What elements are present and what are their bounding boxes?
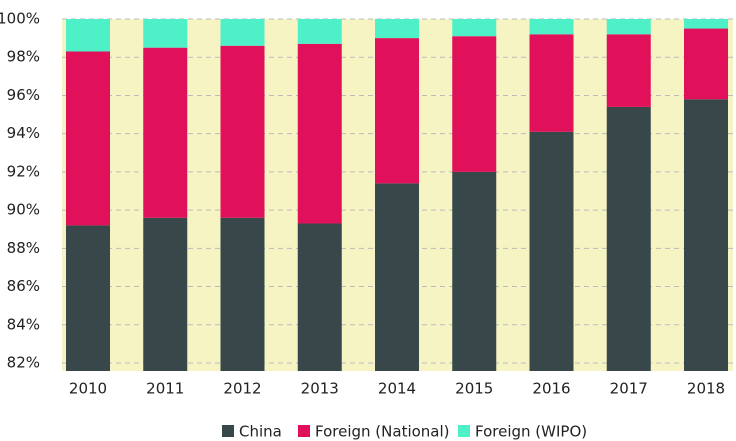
bar-segment	[684, 99, 728, 371]
y-tick-label: 84%	[7, 315, 40, 333]
legend-label: Foreign (National)	[315, 423, 450, 441]
bar-segment	[606, 34, 651, 107]
bar-segment	[529, 34, 574, 132]
bar-segment	[452, 171, 497, 371]
bar-segment	[66, 19, 110, 52]
legend-swatch	[458, 425, 470, 437]
x-tick-label: 2012	[223, 380, 261, 398]
bar-segment	[66, 51, 110, 226]
legend-label: China	[239, 423, 282, 441]
y-tick-label: 90%	[7, 201, 40, 219]
bar-segment	[143, 19, 188, 48]
bars	[66, 19, 728, 371]
bar-segment	[220, 45, 265, 218]
bar-segment	[452, 19, 497, 37]
x-tick-label: 2013	[301, 380, 339, 398]
legend-swatch	[222, 425, 234, 437]
bar-segment	[375, 38, 419, 184]
bar-segment	[684, 19, 728, 29]
bar-segment	[606, 106, 651, 371]
bar-segment	[66, 225, 110, 371]
y-tick-label: 96%	[7, 86, 40, 104]
y-tick-label: 82%	[7, 354, 40, 372]
x-tick-label: 2010	[69, 380, 107, 398]
x-tick-label: 2018	[687, 380, 725, 398]
bar-segment	[297, 19, 342, 44]
x-tick-label: 2017	[610, 380, 648, 398]
y-tick-label: 86%	[7, 277, 40, 295]
y-tick-label: 94%	[7, 124, 40, 142]
legend-label: Foreign (WIPO)	[475, 423, 587, 441]
bar-segment	[529, 131, 574, 371]
x-tick-label: 2011	[146, 380, 184, 398]
bar-segment	[297, 223, 342, 371]
y-tick-label: 100%	[0, 10, 40, 28]
y-tick-label: 98%	[7, 48, 40, 66]
y-tick-label: 92%	[7, 162, 40, 180]
y-tick-label: 88%	[7, 239, 40, 257]
bar-segment	[297, 43, 342, 224]
bar-segment	[529, 19, 574, 35]
bar-segment	[220, 217, 265, 371]
bar-segment	[143, 47, 188, 218]
x-tick-label: 2015	[455, 380, 493, 398]
bar-segment	[684, 28, 728, 100]
bar-segment	[375, 183, 419, 371]
bar-segment	[606, 19, 651, 35]
x-tick-label: 2016	[532, 380, 570, 398]
labels: 82% 84% 86% 88% 90% 92% 94% 96% 98% 100% 2010 2011 2…	[0, 10, 725, 441]
bar-segment	[452, 36, 497, 172]
bar-segment	[375, 19, 419, 39]
legend-swatch	[298, 425, 310, 437]
bar-segment	[220, 19, 265, 46]
x-tick-label: 2014	[378, 380, 416, 398]
bar-segment	[143, 217, 188, 371]
